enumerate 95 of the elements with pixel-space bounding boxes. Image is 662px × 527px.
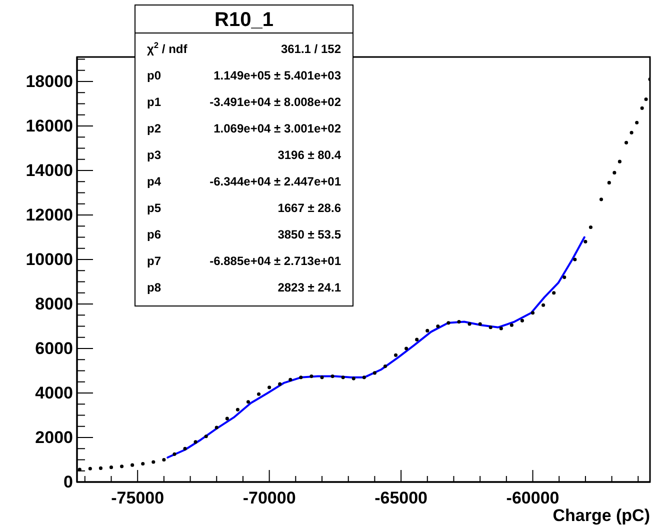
text: 361.1 / 152	[280, 42, 342, 56]
point	[194, 440, 198, 444]
point	[436, 324, 440, 328]
annotation: -3.491e+04 ± 8.008e+02	[210, 95, 342, 109]
point	[372, 371, 376, 375]
point	[510, 323, 514, 327]
x-axis-title: Charge (pC)	[552, 506, 650, 525]
point	[278, 382, 282, 386]
point	[584, 240, 588, 244]
point	[624, 140, 628, 144]
point	[552, 291, 556, 295]
point	[573, 258, 577, 262]
point	[383, 364, 388, 368]
x-tick-label: -70000	[242, 488, 296, 508]
annotation: 3850 ± 53.5	[278, 228, 342, 242]
y-tick-label: 8000	[35, 294, 73, 314]
point	[310, 374, 314, 378]
point	[88, 466, 92, 470]
y-tick-label: 14000	[26, 160, 73, 180]
point	[562, 276, 566, 280]
point	[542, 303, 546, 307]
y-tick-label: 16000	[26, 116, 73, 136]
point	[404, 346, 408, 350]
point	[341, 376, 345, 380]
x-tick-label: -60000	[506, 488, 560, 508]
annotation: p4	[147, 174, 162, 188]
annotation: -6.344e+04 ± 2.447e+01	[210, 174, 342, 188]
point	[152, 460, 156, 464]
y-tick-label: 10000	[26, 250, 73, 269]
point	[499, 326, 503, 330]
y-tick-label: 12000	[26, 205, 73, 224]
point	[246, 400, 250, 404]
point	[640, 106, 644, 110]
point	[130, 463, 134, 467]
annotation: -6.885e+04 ± 2.713e+01	[210, 254, 342, 268]
point	[183, 446, 187, 450]
point	[162, 458, 166, 462]
y-tick-label: 0	[64, 472, 73, 492]
point	[320, 376, 324, 380]
point	[446, 321, 450, 325]
point	[98, 466, 102, 470]
point	[630, 130, 634, 134]
y-tick-label: 6000	[35, 338, 73, 358]
point	[236, 408, 240, 412]
y-tick-label: 18000	[26, 72, 73, 91]
point	[109, 466, 114, 470]
point	[457, 320, 461, 324]
point	[78, 468, 82, 472]
point	[214, 426, 218, 430]
annotation: 1.069e+04 ± 3.001e+02	[214, 122, 342, 136]
x-tick-label: -75000	[111, 488, 164, 508]
point	[599, 198, 604, 202]
point	[415, 338, 419, 342]
point	[530, 311, 535, 315]
point	[520, 318, 524, 322]
point	[394, 353, 398, 357]
annotation: p7	[147, 254, 162, 268]
point	[268, 386, 272, 390]
text: χ$^{2}$ / ndf	[147, 40, 188, 56]
annotation: p6	[147, 228, 162, 242]
annotation: 1.149e+05 ± 5.401e+03	[214, 68, 342, 82]
point	[618, 160, 622, 164]
point	[352, 376, 356, 380]
point	[204, 434, 208, 438]
annotation: 3196 ± 80.4	[278, 148, 342, 162]
point	[120, 464, 124, 468]
point	[330, 374, 334, 378]
y-tick-label: 2000	[35, 428, 73, 447]
point	[607, 180, 611, 184]
x-tick-label: -65000	[374, 488, 428, 508]
point	[644, 97, 648, 102]
y-tick-label: 4000	[35, 383, 73, 402]
annotation: p8	[147, 280, 162, 294]
point	[362, 376, 366, 380]
annotation: p2	[147, 122, 162, 136]
point	[635, 120, 639, 124]
annotation: p0	[147, 68, 162, 82]
point	[478, 322, 482, 326]
annotation: 2823 ± 24.1	[278, 280, 342, 294]
point	[299, 376, 303, 380]
point	[141, 462, 145, 466]
point	[468, 322, 472, 326]
point	[172, 452, 176, 456]
annotation: p3	[147, 148, 162, 162]
point	[426, 328, 430, 332]
point	[225, 416, 229, 420]
point	[588, 225, 593, 230]
annotation: 1667 ± 28.6	[278, 201, 342, 215]
annotation: p5	[147, 201, 162, 215]
chart-title: R10_1	[214, 9, 274, 31]
annotation: p1	[147, 95, 162, 109]
point	[256, 392, 261, 396]
point	[488, 326, 492, 330]
point	[612, 170, 616, 174]
point	[288, 378, 292, 382]
